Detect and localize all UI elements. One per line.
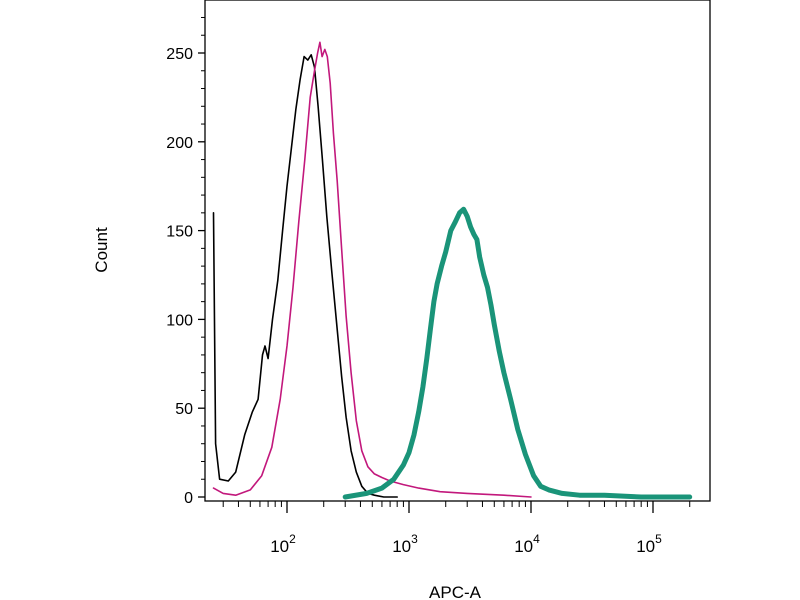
x-axis: 102 103 104 105	[222, 501, 691, 556]
series-line-1	[212, 54, 398, 498]
y-tick-label: 150	[166, 224, 193, 241]
plot-area	[204, 0, 711, 502]
x-tick-label: 102	[270, 532, 296, 556]
x-tick-label: 105	[636, 532, 662, 556]
x-axis-label: APC-A	[429, 583, 482, 600]
series-layer	[212, 41, 693, 500]
y-axis: 0 50 100 150 200 250	[166, 16, 205, 507]
series-line-3	[342, 206, 693, 500]
y-tick-label: 250	[166, 46, 193, 63]
plot-frame	[204, 0, 711, 502]
y-tick-label: 0	[184, 490, 193, 507]
x-tick-label: 104	[514, 532, 540, 556]
x-tick-label: 103	[392, 532, 418, 556]
y-tick-label: 50	[175, 401, 193, 418]
y-axis-label: Count	[92, 227, 111, 273]
y-tick-label: 100	[166, 312, 193, 329]
y-tick-label: 200	[166, 135, 193, 152]
